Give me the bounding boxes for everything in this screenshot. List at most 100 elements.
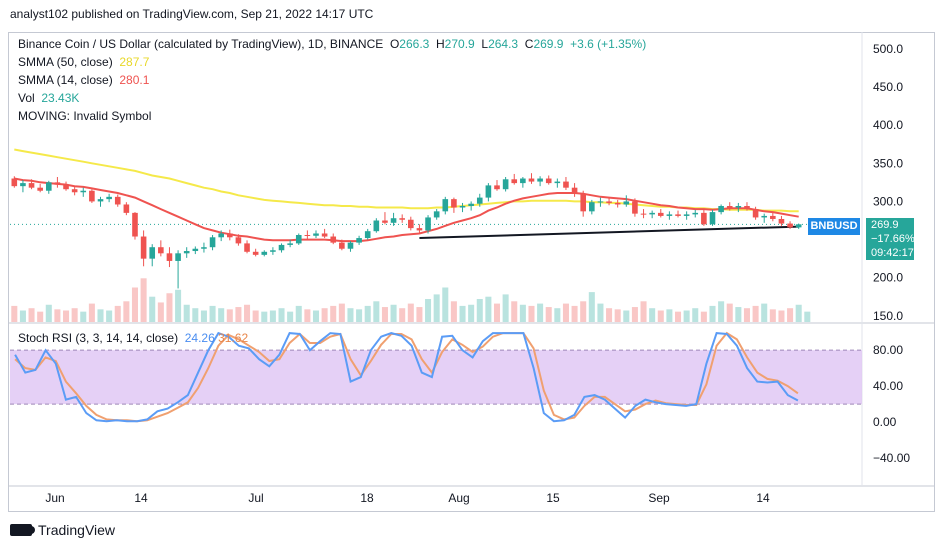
- candle-body: [795, 224, 802, 228]
- tradingview-brand: TradingView: [38, 522, 116, 538]
- ohlc-close: 269.9: [533, 37, 564, 51]
- volume-bar: [735, 307, 742, 322]
- candle-body: [63, 184, 69, 190]
- volume-bar: [597, 303, 604, 322]
- candle-body: [235, 237, 242, 244]
- tradingview-logo[interactable]: TradingView: [10, 522, 115, 538]
- ohlc-c-label: C: [524, 37, 534, 51]
- legend-symbol-row: Binance Coin / US Dollar (calculated by …: [18, 35, 646, 53]
- candle-body: [28, 183, 35, 188]
- volume-bar: [562, 303, 569, 322]
- candle-body: [709, 212, 716, 225]
- stoch-d-value: 31.62: [218, 331, 249, 345]
- candle-body: [451, 199, 457, 208]
- volume-bar: [442, 287, 449, 322]
- volume-bar: [330, 305, 337, 322]
- candle-body: [511, 179, 518, 184]
- volume-bar: [80, 311, 87, 322]
- candle-body: [270, 250, 276, 252]
- volume-bar: [226, 309, 233, 322]
- volume-bar: [692, 308, 699, 322]
- candle-body: [132, 212, 138, 237]
- volume-bar: [278, 308, 285, 322]
- time-tick-label: 18: [360, 491, 374, 505]
- stoch-tick-label: 0.00: [873, 415, 897, 429]
- candle-body: [787, 223, 793, 228]
- volume-bar: [71, 308, 78, 322]
- smma14-value: 280.1: [119, 73, 150, 87]
- volume-bar: [580, 301, 587, 322]
- volume-bar: [175, 289, 182, 322]
- ohlc-high: 270.9: [444, 37, 475, 51]
- volume-bar: [123, 301, 130, 322]
- candle-body: [106, 196, 112, 200]
- volume-bar: [614, 309, 621, 322]
- candle-body: [183, 251, 190, 254]
- candle-body: [330, 236, 337, 243]
- volume-bar: [356, 309, 363, 322]
- volume-bar: [795, 304, 802, 322]
- ohlc-l-label: L: [481, 37, 489, 51]
- volume-bar: [683, 310, 690, 322]
- volume-bar: [787, 308, 794, 322]
- candle-body: [226, 233, 233, 238]
- ohlc-low: 264.3: [488, 37, 519, 51]
- candle-body: [476, 197, 483, 204]
- volume-bar: [631, 307, 638, 322]
- volume-bar: [252, 310, 259, 322]
- candle-body: [390, 218, 397, 223]
- volume-bar: [364, 305, 371, 322]
- volume-bar: [459, 305, 466, 322]
- volume-bar: [545, 307, 552, 322]
- time-tick-label: 14: [134, 491, 148, 505]
- volume-bar: [761, 303, 768, 322]
- candle-body: [287, 243, 293, 245]
- volume-bar: [657, 310, 664, 322]
- volume-bar: [244, 304, 251, 322]
- volume-bar: [37, 311, 44, 322]
- volume-bar: [649, 308, 656, 322]
- candle-body: [744, 206, 750, 210]
- candle-body: [339, 242, 345, 249]
- volume-bar: [106, 310, 113, 322]
- time-tick-label: 14: [756, 491, 770, 505]
- candle-body: [433, 211, 440, 218]
- candle-body: [347, 242, 354, 249]
- trendline: [419, 225, 799, 240]
- candle-body: [640, 213, 647, 215]
- stoch-tick-label: 80.00: [873, 343, 903, 357]
- volume-bar: [114, 305, 121, 322]
- candle-body: [718, 206, 724, 213]
- price-tick-label: 350.0: [873, 156, 903, 170]
- last-price-pct: −17.66%: [871, 233, 915, 245]
- candle-body: [545, 178, 552, 184]
- candle-body: [425, 217, 431, 231]
- volume-bar: [743, 308, 750, 322]
- price-tick-label: 450.0: [873, 80, 903, 94]
- candle-body: [459, 206, 466, 208]
- price-tick-label: 500.0: [873, 42, 903, 56]
- stoch-tick-label: −40.00: [873, 451, 910, 465]
- smma50-line: [14, 148, 799, 213]
- candle-body: [20, 183, 26, 187]
- price-tick-label: 200.0: [873, 271, 903, 285]
- candle-body: [149, 247, 156, 259]
- ohlc-open: 266.3: [399, 37, 430, 51]
- vol-value: 23.43K: [41, 91, 80, 105]
- candle-body: [675, 214, 681, 216]
- candle-body: [485, 185, 492, 198]
- volume-bar: [192, 308, 199, 322]
- volume-bar: [433, 294, 440, 322]
- candle-body: [623, 201, 630, 205]
- volume-bar: [416, 307, 423, 322]
- candle-body: [666, 214, 673, 216]
- price-tick-label: 400.0: [873, 118, 903, 132]
- candle-body: [278, 244, 285, 251]
- volume-bar: [166, 293, 173, 322]
- candle-body: [563, 181, 569, 188]
- candle-body: [37, 187, 43, 191]
- volume-bar: [45, 304, 52, 322]
- volume-bar: [450, 301, 457, 322]
- candle-body: [528, 178, 535, 182]
